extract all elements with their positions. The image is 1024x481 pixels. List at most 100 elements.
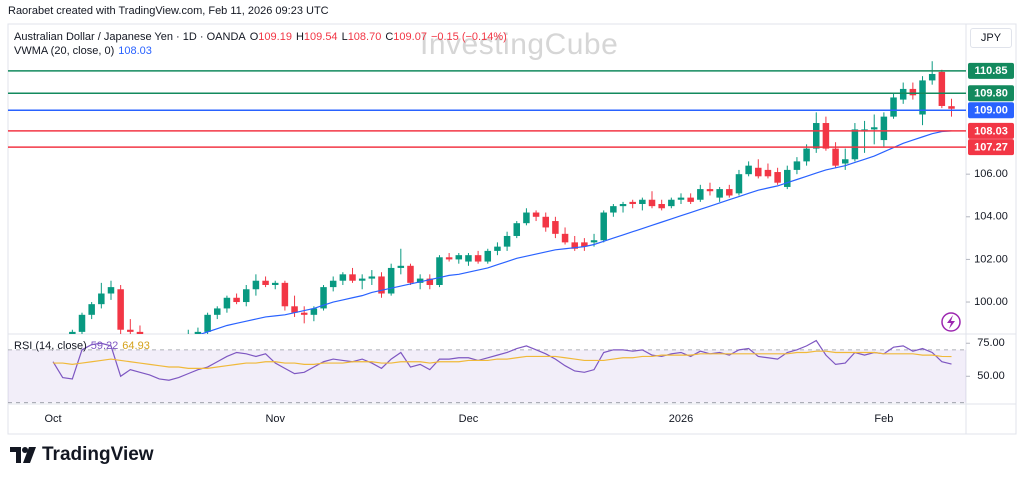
candle-body bbox=[513, 223, 521, 236]
candle-body bbox=[716, 189, 723, 198]
rsi-pane bbox=[8, 339, 966, 404]
symbol-title: Australian Dollar / Japanese Yen · 1D · … bbox=[14, 31, 246, 43]
candle-body bbox=[919, 80, 926, 115]
candle-body bbox=[156, 345, 163, 349]
ohlc-label: H bbox=[295, 31, 304, 43]
level-label: 109.80 bbox=[974, 88, 1008, 100]
candle-body bbox=[880, 116, 888, 141]
candle-body bbox=[822, 123, 830, 149]
candle-body bbox=[938, 71, 946, 106]
candle-body bbox=[610, 206, 617, 213]
candle-body bbox=[697, 189, 704, 200]
series-line bbox=[199, 130, 952, 334]
candle-body bbox=[426, 278, 434, 285]
candle-body bbox=[474, 255, 482, 262]
level-label: 107.27 bbox=[974, 142, 1008, 154]
candle-body bbox=[532, 212, 540, 217]
ohlc-h: H109.54 bbox=[296, 31, 338, 43]
attribution: Raorabet created with TradingView.com, F… bbox=[8, 5, 329, 17]
candle-body bbox=[223, 297, 231, 309]
candle-body bbox=[407, 265, 414, 283]
y-tick-label: 106.00 bbox=[974, 168, 1008, 180]
level-label-bg bbox=[968, 85, 1014, 102]
ohlc-c: C109.07 bbox=[385, 31, 427, 43]
candle-body bbox=[416, 278, 424, 283]
candle-body bbox=[484, 250, 492, 262]
candle-body bbox=[98, 293, 105, 305]
brand-name: TradingView bbox=[42, 444, 154, 465]
candle-body bbox=[629, 201, 636, 205]
candle-body bbox=[175, 340, 182, 346]
candle-body bbox=[387, 267, 395, 294]
candle-body bbox=[320, 287, 327, 309]
candle-body bbox=[755, 167, 762, 177]
alert-icon-bolt bbox=[947, 315, 955, 329]
candle-body bbox=[368, 276, 376, 279]
candle-body bbox=[378, 276, 385, 294]
candle-body bbox=[561, 233, 569, 243]
ohlc-value: 109.19 bbox=[258, 31, 292, 43]
rsi-legend: RSI (14, close) 59.22 64.93 bbox=[14, 340, 150, 352]
candle-body bbox=[928, 74, 936, 81]
level-label-bg bbox=[968, 122, 1014, 139]
candle-body bbox=[88, 304, 95, 315]
candle-body bbox=[78, 314, 86, 332]
candle-body bbox=[542, 216, 549, 228]
candle-body bbox=[851, 129, 859, 160]
change: −0.15 (−0.14%) bbox=[430, 31, 507, 43]
candle-body bbox=[658, 204, 665, 209]
candle-body bbox=[687, 197, 694, 202]
ohlc-label: C bbox=[385, 31, 394, 43]
y-tick-label: 75.00 bbox=[977, 337, 1005, 349]
candle-body bbox=[706, 189, 714, 192]
candle-body bbox=[890, 97, 897, 117]
candle-body bbox=[870, 127, 878, 130]
ohlc-value: 108.70 bbox=[347, 31, 382, 43]
y-tick-label: 100.00 bbox=[974, 296, 1008, 308]
candle-body bbox=[764, 169, 772, 177]
legend-value: 64.93 bbox=[122, 340, 150, 352]
candle-body bbox=[745, 165, 752, 175]
candle-body bbox=[69, 331, 76, 334]
series-line bbox=[53, 350, 952, 369]
candle-body bbox=[726, 189, 733, 196]
candle-body bbox=[271, 282, 279, 285]
legend-entry: RSI (14, close) bbox=[14, 340, 87, 352]
level-label-bg bbox=[968, 139, 1014, 156]
x-tick-label: Dec bbox=[459, 413, 479, 425]
currency-button[interactable]: JPY bbox=[970, 28, 1012, 48]
candle-body bbox=[329, 280, 337, 288]
legend-entry: VWMA (20, close, 0) bbox=[14, 45, 115, 57]
ohlc-label: L bbox=[341, 31, 348, 43]
candle-body bbox=[185, 334, 192, 340]
candle-body bbox=[774, 172, 781, 183]
ohlc-label: O bbox=[249, 31, 259, 43]
y-tick-label: 104.00 bbox=[974, 211, 1008, 223]
candle-body bbox=[803, 148, 810, 162]
main-legend: Australian Dollar / Japanese Yen · 1D · … bbox=[14, 31, 507, 43]
candle-body bbox=[639, 199, 646, 205]
candle-body bbox=[233, 297, 240, 303]
price-pane bbox=[8, 61, 966, 349]
candle-body bbox=[127, 329, 134, 332]
ohlc-value: 109.07 bbox=[393, 31, 427, 43]
candle-body bbox=[793, 161, 801, 170]
ohlc-value: 109.54 bbox=[303, 31, 338, 43]
candle-body bbox=[117, 289, 124, 330]
candle-body bbox=[291, 306, 298, 313]
candle-body bbox=[503, 235, 511, 247]
level-label-bg bbox=[968, 62, 1014, 79]
x-tick-label: Nov bbox=[265, 413, 285, 425]
candle-body bbox=[242, 289, 250, 303]
candle-body bbox=[832, 148, 839, 166]
candle-body bbox=[436, 257, 443, 285]
candle-body bbox=[571, 242, 578, 249]
x-tick-label: Oct bbox=[44, 413, 61, 425]
brand-icon bbox=[10, 447, 36, 463]
candle-body bbox=[735, 174, 743, 194]
candle-body bbox=[194, 331, 202, 334]
chart-frame bbox=[7, 23, 1017, 435]
brand-logo: TradingView bbox=[10, 444, 154, 466]
candle-body bbox=[214, 308, 221, 315]
level-label: 110.85 bbox=[974, 65, 1007, 77]
